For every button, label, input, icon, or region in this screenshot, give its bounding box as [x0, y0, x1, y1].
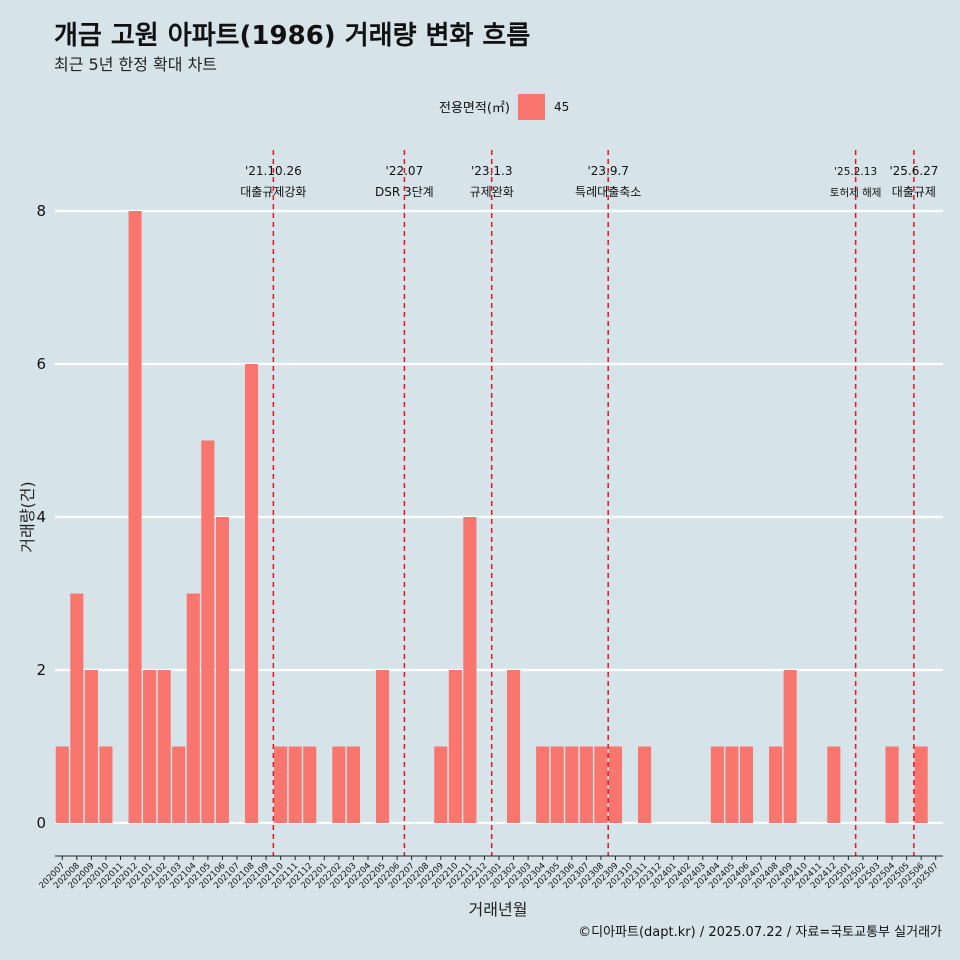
event-annotations: '21.10.26 대출규제강화 '22.07 DSR 3단계 '23.1.3 규제완화 '…	[240, 150, 938, 856]
bar	[536, 746, 550, 823]
bar	[448, 670, 462, 823]
legend-title: 전용면적(㎡)	[439, 101, 510, 116]
bar	[128, 211, 142, 823]
event-date: '23.1.3	[471, 164, 512, 178]
y-tick-label: 0	[36, 814, 46, 832]
bar	[638, 746, 652, 823]
bars	[55, 211, 928, 823]
bar	[274, 746, 288, 823]
bar	[143, 670, 157, 823]
bar	[594, 746, 608, 823]
event-label: 규제완화	[470, 185, 514, 199]
bar	[739, 746, 754, 823]
event-date: '25.2.13	[834, 166, 877, 178]
event-date: '25.6.27	[889, 164, 938, 178]
event-label: 대출규제	[892, 185, 936, 199]
bar	[55, 746, 69, 823]
y-tick-label: 4	[36, 508, 46, 526]
event-label: 토허제 해제	[830, 186, 882, 199]
event-date: '22.07	[386, 164, 424, 178]
source-caption: ©디아파트(dapt.kr) / 2025.07.22 / 자료=국토교통부 실…	[578, 925, 942, 940]
y-tick-label: 6	[36, 355, 46, 373]
event-label: DSR 3단계	[375, 185, 434, 199]
bar	[84, 670, 98, 823]
chart-title: 개금 고원 아파트(1986) 거래량 변화 흐름	[54, 21, 530, 51]
bar	[186, 593, 200, 823]
legend-swatch	[518, 94, 545, 120]
bar	[914, 746, 928, 823]
bar	[608, 746, 623, 823]
event-label: 특례대출축소	[575, 185, 641, 199]
bar	[710, 746, 724, 823]
bar	[332, 746, 346, 823]
bar	[579, 746, 593, 823]
bar	[303, 746, 317, 823]
x-axis: 2020072020082020092020102020112020122021…	[37, 855, 943, 891]
event-label: 대출규제강화	[240, 185, 306, 199]
y-axis-title: 거래량(건)	[18, 481, 37, 552]
bar	[172, 746, 186, 823]
bar	[70, 593, 84, 823]
legend: 전용면적(㎡) 45	[439, 94, 569, 120]
bar	[201, 440, 215, 823]
event-date: '23.9.7	[587, 164, 628, 178]
bar	[565, 746, 579, 823]
bar	[157, 670, 171, 823]
bar	[827, 746, 841, 823]
bar	[885, 746, 899, 823]
bar	[434, 746, 448, 823]
bar	[375, 670, 390, 823]
y-tick-label: 8	[36, 202, 46, 220]
chart-subtitle: 최근 5년 한정 확대 차트	[54, 55, 217, 74]
bar	[769, 746, 783, 823]
bar	[346, 746, 360, 823]
bar	[507, 670, 521, 823]
bar	[244, 364, 259, 823]
bar	[550, 746, 564, 823]
x-axis-title: 거래년월	[469, 900, 528, 919]
y-tick-label: 2	[36, 661, 46, 679]
bar	[463, 517, 477, 823]
bar	[783, 670, 797, 823]
bar	[288, 746, 302, 823]
bar	[215, 517, 229, 823]
bar	[725, 746, 739, 823]
event-date: '21.10.26	[245, 164, 302, 178]
bar	[99, 746, 113, 823]
y-axis-ticks: 0 2 4 6 8	[36, 202, 46, 832]
legend-label: 45	[554, 100, 569, 114]
